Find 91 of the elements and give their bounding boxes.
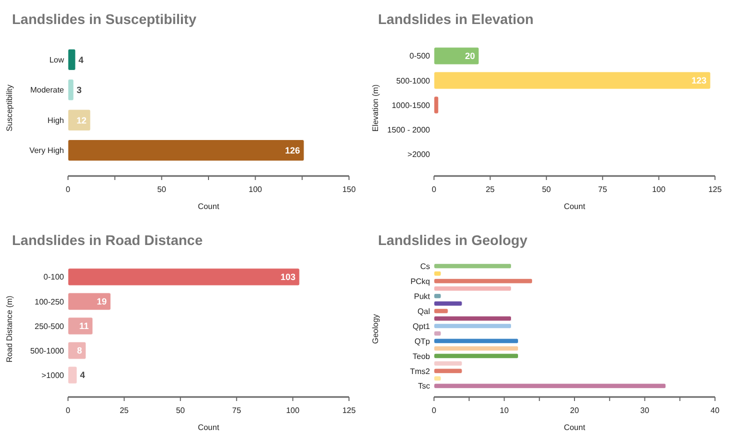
y-axis-title: Road Distance (m) <box>5 295 14 362</box>
x-tick-label: 75 <box>232 406 242 415</box>
x-tick-label: 0 <box>66 185 71 194</box>
x-tick-label: 25 <box>486 185 496 194</box>
bar <box>434 278 533 284</box>
y-tick-label: High <box>48 116 64 125</box>
bar <box>68 48 76 70</box>
x-tick-label: 0 <box>66 406 71 415</box>
data-label: 126 <box>285 146 300 156</box>
y-tick-label: Tms2 <box>410 366 431 376</box>
bar <box>434 300 462 306</box>
data-label: 11 <box>79 321 89 332</box>
y-tick-label: Tsc <box>418 382 430 391</box>
y-axis-title: Geology <box>371 314 380 344</box>
bar <box>434 346 519 352</box>
x-axis-title: Count <box>198 202 220 211</box>
x-tick-label: 10 <box>500 406 510 415</box>
y-tick-label: 500-1000 <box>396 76 431 86</box>
y-tick-label: Moderate <box>30 86 65 95</box>
x-tick-label: 125 <box>708 185 722 194</box>
x-tick-label: 20 <box>570 406 580 415</box>
y-tick-label: 0-500 <box>410 52 431 61</box>
bar <box>68 140 304 162</box>
x-axis-title: Count <box>564 202 586 211</box>
bar <box>434 293 442 299</box>
data-label: 103 <box>280 272 296 282</box>
bar <box>434 270 442 276</box>
y-tick-label: 250-500 <box>34 322 65 331</box>
x-tick-label: 0 <box>432 185 437 194</box>
y-tick-label: Qpt1 <box>412 322 431 331</box>
bar <box>68 317 93 335</box>
x-tick-label: 100 <box>248 185 263 194</box>
y-tick-label: Low <box>49 55 64 64</box>
y-tick-label: Pukt <box>414 292 431 301</box>
x-tick-label: 0 <box>432 406 437 415</box>
data-label: 4 <box>78 54 84 65</box>
y-tick-label: 0-100 <box>44 272 65 282</box>
bar <box>434 263 512 269</box>
bar <box>68 292 111 310</box>
x-axis-title: Count <box>198 423 220 432</box>
x-tick-label: 150 <box>342 185 356 194</box>
data-label: 8 <box>76 346 82 356</box>
bar <box>68 268 300 286</box>
y-tick-label: 500-1000 <box>30 346 65 356</box>
x-axis-title: Count <box>564 423 586 432</box>
y-tick-label: >2000 <box>408 150 431 159</box>
chart-title: Landslides in Road Distance <box>12 232 203 248</box>
bar <box>68 79 74 101</box>
chart-title: Landslides in Geology <box>378 232 528 248</box>
y-tick-label: QTp <box>414 336 431 346</box>
y-tick-label: 1500 - 2000 <box>387 125 431 134</box>
y-axis-title: Elevation (m) <box>371 84 380 132</box>
x-tick-label: 30 <box>640 406 650 415</box>
y-tick-label: Very High <box>29 146 64 156</box>
x-tick-label: 100 <box>652 185 666 194</box>
x-tick-label: 50 <box>157 185 167 194</box>
x-tick-label: 75 <box>598 185 608 194</box>
x-tick-label: 50 <box>176 406 186 415</box>
y-tick-label: Qal <box>418 306 430 316</box>
x-tick-label: 25 <box>120 406 130 415</box>
bar <box>68 109 91 131</box>
y-tick-label: PCkq <box>410 276 430 286</box>
bar <box>434 47 480 65</box>
bar <box>68 342 86 360</box>
data-label: 20 <box>464 51 475 62</box>
bar <box>434 360 462 366</box>
bar <box>434 376 442 382</box>
bar <box>434 286 512 292</box>
chart-title: Landslides in Elevation <box>378 11 534 27</box>
bar <box>434 72 711 90</box>
y-tick-label: Teob <box>412 352 431 361</box>
y-tick-label: 100-250 <box>34 297 65 306</box>
y-axis-title: Susceptibility <box>5 84 14 132</box>
bar <box>434 353 519 359</box>
data-label: 19 <box>96 296 107 307</box>
y-tick-label: 1000-1500 <box>392 100 431 110</box>
x-tick-label: 100 <box>286 406 300 415</box>
bar <box>434 383 666 389</box>
bar <box>434 96 439 114</box>
bar <box>434 368 462 374</box>
x-tick-label: 125 <box>342 406 356 415</box>
y-tick-label: Cs <box>420 262 430 271</box>
data-label: 4 <box>80 370 86 380</box>
x-tick-label: 50 <box>542 185 552 194</box>
chart-title: Landslides in Susceptibility <box>12 11 197 27</box>
data-label: 3 <box>76 85 82 96</box>
x-tick-label: 40 <box>710 406 720 415</box>
y-tick-label: >1000 <box>42 370 65 380</box>
bar <box>68 366 78 384</box>
data-label: 12 <box>76 115 86 126</box>
data-label: 123 <box>691 76 707 86</box>
